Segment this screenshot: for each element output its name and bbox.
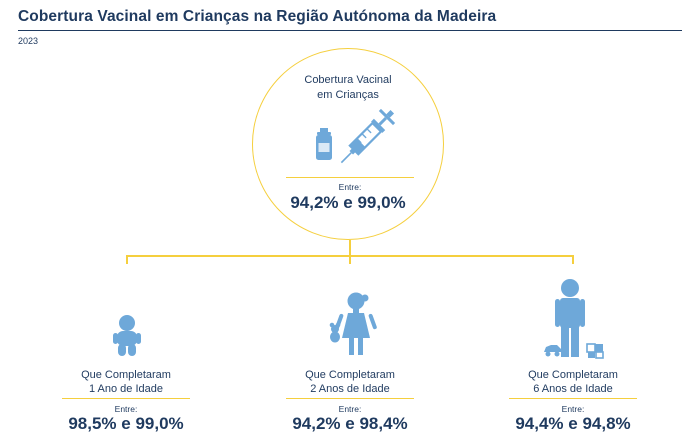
group-1-range-rule [62, 398, 190, 399]
main-between-label: Entre: [338, 182, 362, 192]
group-3-range-rule [509, 398, 637, 399]
group-3-range-value: 94,4% e 94,8% [515, 414, 631, 433]
main-label-line2: em Crianças [317, 89, 379, 101]
main-circle [252, 48, 444, 240]
group-1-label: Que Completaram 1 Ano de Idade [46, 368, 206, 396]
group-3-label: Que Completaram 6 Anos de Idade [493, 368, 653, 396]
girl-with-teddy-icon [329, 292, 377, 355]
main-range-rule [286, 177, 414, 178]
group-2-label-line2: 2 Anos de Idade [310, 383, 390, 395]
group-2-label-line1: Que Completaram [305, 369, 395, 381]
connector-right [572, 255, 574, 264]
group-2-between-label: Entre: [338, 404, 362, 414]
child-with-toys-icon [544, 279, 604, 359]
year-label: 2023 [18, 36, 39, 46]
title-divider [18, 30, 682, 31]
group-2-range-rule [286, 398, 414, 399]
baby-icon [113, 315, 141, 356]
main-label-line1: Cobertura Vacinal [304, 74, 392, 86]
group-1-label-line2: 1 Ano de Idade [88, 383, 163, 395]
group-2-range-value: 94,2% e 98,4% [292, 414, 408, 433]
group-3-label-line1: Que Completaram [528, 369, 618, 381]
connector-center [349, 255, 351, 264]
group-1-range-value: 98,5% e 99,0% [68, 414, 184, 433]
group-3-label-line2: 6 Anos de Idade [533, 383, 613, 395]
connector-left [126, 255, 128, 264]
group-1-between-label: Entre: [114, 404, 138, 414]
page-title: Cobertura Vacinal em Crianças na Região … [18, 8, 497, 25]
group-2-label: Que Completaram 2 Anos de Idade [270, 368, 430, 396]
group-3-between-label: Entre: [561, 404, 585, 414]
connector-vertical-main [349, 240, 351, 256]
main-range-value: 94,2% e 99,0% [290, 193, 406, 212]
group-1-label-line1: Que Completaram [81, 369, 171, 381]
main-label: Cobertura Vacinal em Crianças [252, 73, 444, 103]
syringe-and-vial-icon [316, 108, 396, 164]
